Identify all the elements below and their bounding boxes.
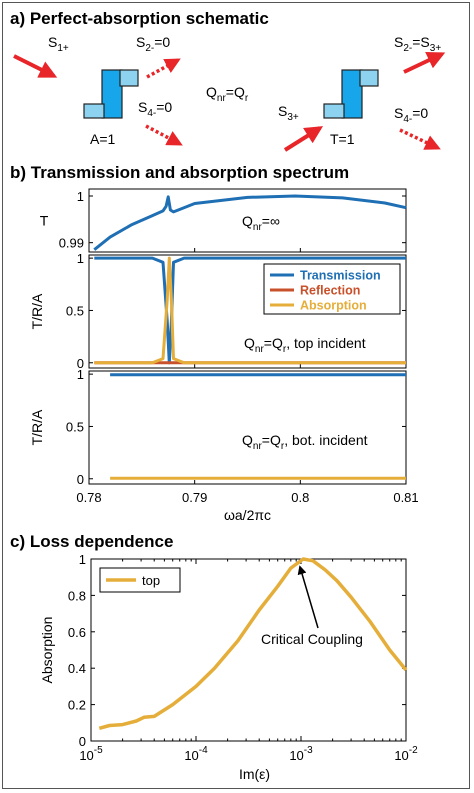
chart-transmission-qnr-inf: 1 0.99 T Qnr=∞ [40,188,407,253]
annotation-bot-incident-part: nr [253,441,263,452]
x-tick-label: 0.81 [393,490,418,505]
annotation-bot-incident: Qnr=Qr, bot. incident [242,432,368,452]
x-axis-label: ωa/2πc [224,507,271,523]
panel-a-title: a) Perfect-absorption schematic [10,9,269,28]
figure-frame [2,2,470,789]
label-s2: S2-=0 [136,34,170,54]
caption-t-eq-1: T=1 [330,131,355,147]
x-tick-label: 10-3 [289,745,313,763]
annotation-top-incident: Qnr=Qr, top incident [244,335,366,355]
y-axis-label: T [40,213,49,229]
arrow-s4-out-right [399,128,441,150]
annotation-qnr-inf-part: =∞ [262,213,280,229]
annotation-bot-incident-part: Q [242,432,253,448]
y-axis-label: Absorption [39,617,55,684]
legend-entry-reflection: Reflection [300,284,360,298]
annotation-critical-coupling: Critical Coupling [261,631,363,647]
y-axis-label: T/R/A [29,409,45,445]
y-tick-label: 0.2 [68,698,86,713]
y-tick-label: 1 [79,552,86,567]
y-tick-label: 0.99 [59,236,84,251]
annotation-arrow [297,565,319,629]
annotation-qnr-inf-part: nr [253,222,263,233]
y-axis-label: T/R/A [29,293,45,329]
label-qnr-eq-qr: Qnr=Qr [206,84,249,104]
y-tick-label: 1 [77,189,84,204]
y-tick-label: 0.8 [68,588,86,603]
schematic-right: S2-=S3+ S3+ S4-=0 T=1 [278,34,446,152]
x-tick-exponent: -2 [409,745,418,756]
axes-box [90,558,407,742]
annotation-top-incident-part: , top incident [286,335,365,351]
x-tick-exponent: -5 [94,745,103,756]
arrow-s2-out [146,58,181,79]
legend-entry-transmission: Transmission [300,269,381,283]
arrow-s4-out [145,124,183,146]
x-tick-label: 10-5 [79,745,103,763]
x-tick-base: 10 [394,748,408,763]
panel-c-title: c) Loss dependence [10,532,173,551]
x-axis-label: Im(ε) [239,766,270,782]
axes-box [88,254,407,369]
y-tick-label: 0 [79,734,86,749]
annotation-top-incident-part: nr [255,344,265,355]
y-tick-label: 1 [77,251,84,266]
x-tick-label: 0.79 [182,490,207,505]
x-tick-exponent: -4 [199,745,208,756]
legend-entry-absorption: Absorption [300,299,367,313]
y-tick-label: 0 [77,472,84,487]
y-tick-label: 0 [77,356,84,371]
y-tick-label: 0.5 [66,303,84,318]
axes-box [88,188,407,253]
label-s2-eq-s3: S2-=S3+ [394,34,441,54]
x-tick-label: 0.78 [76,490,101,505]
axes-box [88,370,407,485]
annotation-qnr-inf: Qnr=∞ [242,213,280,233]
legend-entry-top: top [142,573,160,588]
schematic-left: S1+ S2-=0 S4-=0 A=1 [13,34,183,147]
x-tick-base: 10 [184,748,198,763]
series-line-top [98,557,408,730]
annotation-top-incident-part: r [283,344,287,355]
annotation-top-incident-part: Q [244,335,255,351]
arrow-s2-out-right [403,52,446,74]
device-right [323,69,379,119]
label-s1: S1+ [48,34,69,54]
x-tick-label: 10-2 [394,745,418,763]
y-tick-label: 1 [77,367,84,382]
annotation-qnr-inf-part: Q [242,213,253,229]
chart-trA-top-incident: 1 0.5 0 T/R/A TransmissionReflectionAbsorpti… [29,251,407,371]
caption-a-eq-1: A=1 [90,131,116,147]
y-tick-label: 0.4 [68,661,86,676]
y-tick-label: 0.6 [68,625,86,640]
annotation-top-incident-part: =Q [264,335,283,351]
chart-trA-bot-incident: 1 0.5 0 0.78 0.79 0.8 0.81 T/R/A ωa/2πc Qnr=Qr, b… [29,367,419,523]
label-s4: S4-=0 [138,99,172,119]
x-tick-base: 10 [289,748,303,763]
annotation-bot-incident-part: r [281,441,285,452]
arrow-s3-in [283,126,324,152]
panel-b-title: b) Transmission and absorption spectrum [10,163,349,182]
x-tick-base: 10 [79,748,93,763]
y-tick-label: 0.5 [66,419,84,434]
series-line-transmission [93,194,407,251]
x-tick-label: 0.8 [291,490,309,505]
series-line-absorption [94,256,406,365]
label-s3: S3+ [278,103,299,123]
annotation-bot-incident-part: , bot. incident [284,432,367,448]
x-tick-label: 10-4 [184,745,208,763]
label-s4-right: S4-=0 [394,105,428,125]
annotation-bot-incident-part: =Q [262,432,281,448]
x-tick-exponent: -3 [304,745,313,756]
arrow-s1-in [13,54,58,78]
device-left [83,69,139,119]
